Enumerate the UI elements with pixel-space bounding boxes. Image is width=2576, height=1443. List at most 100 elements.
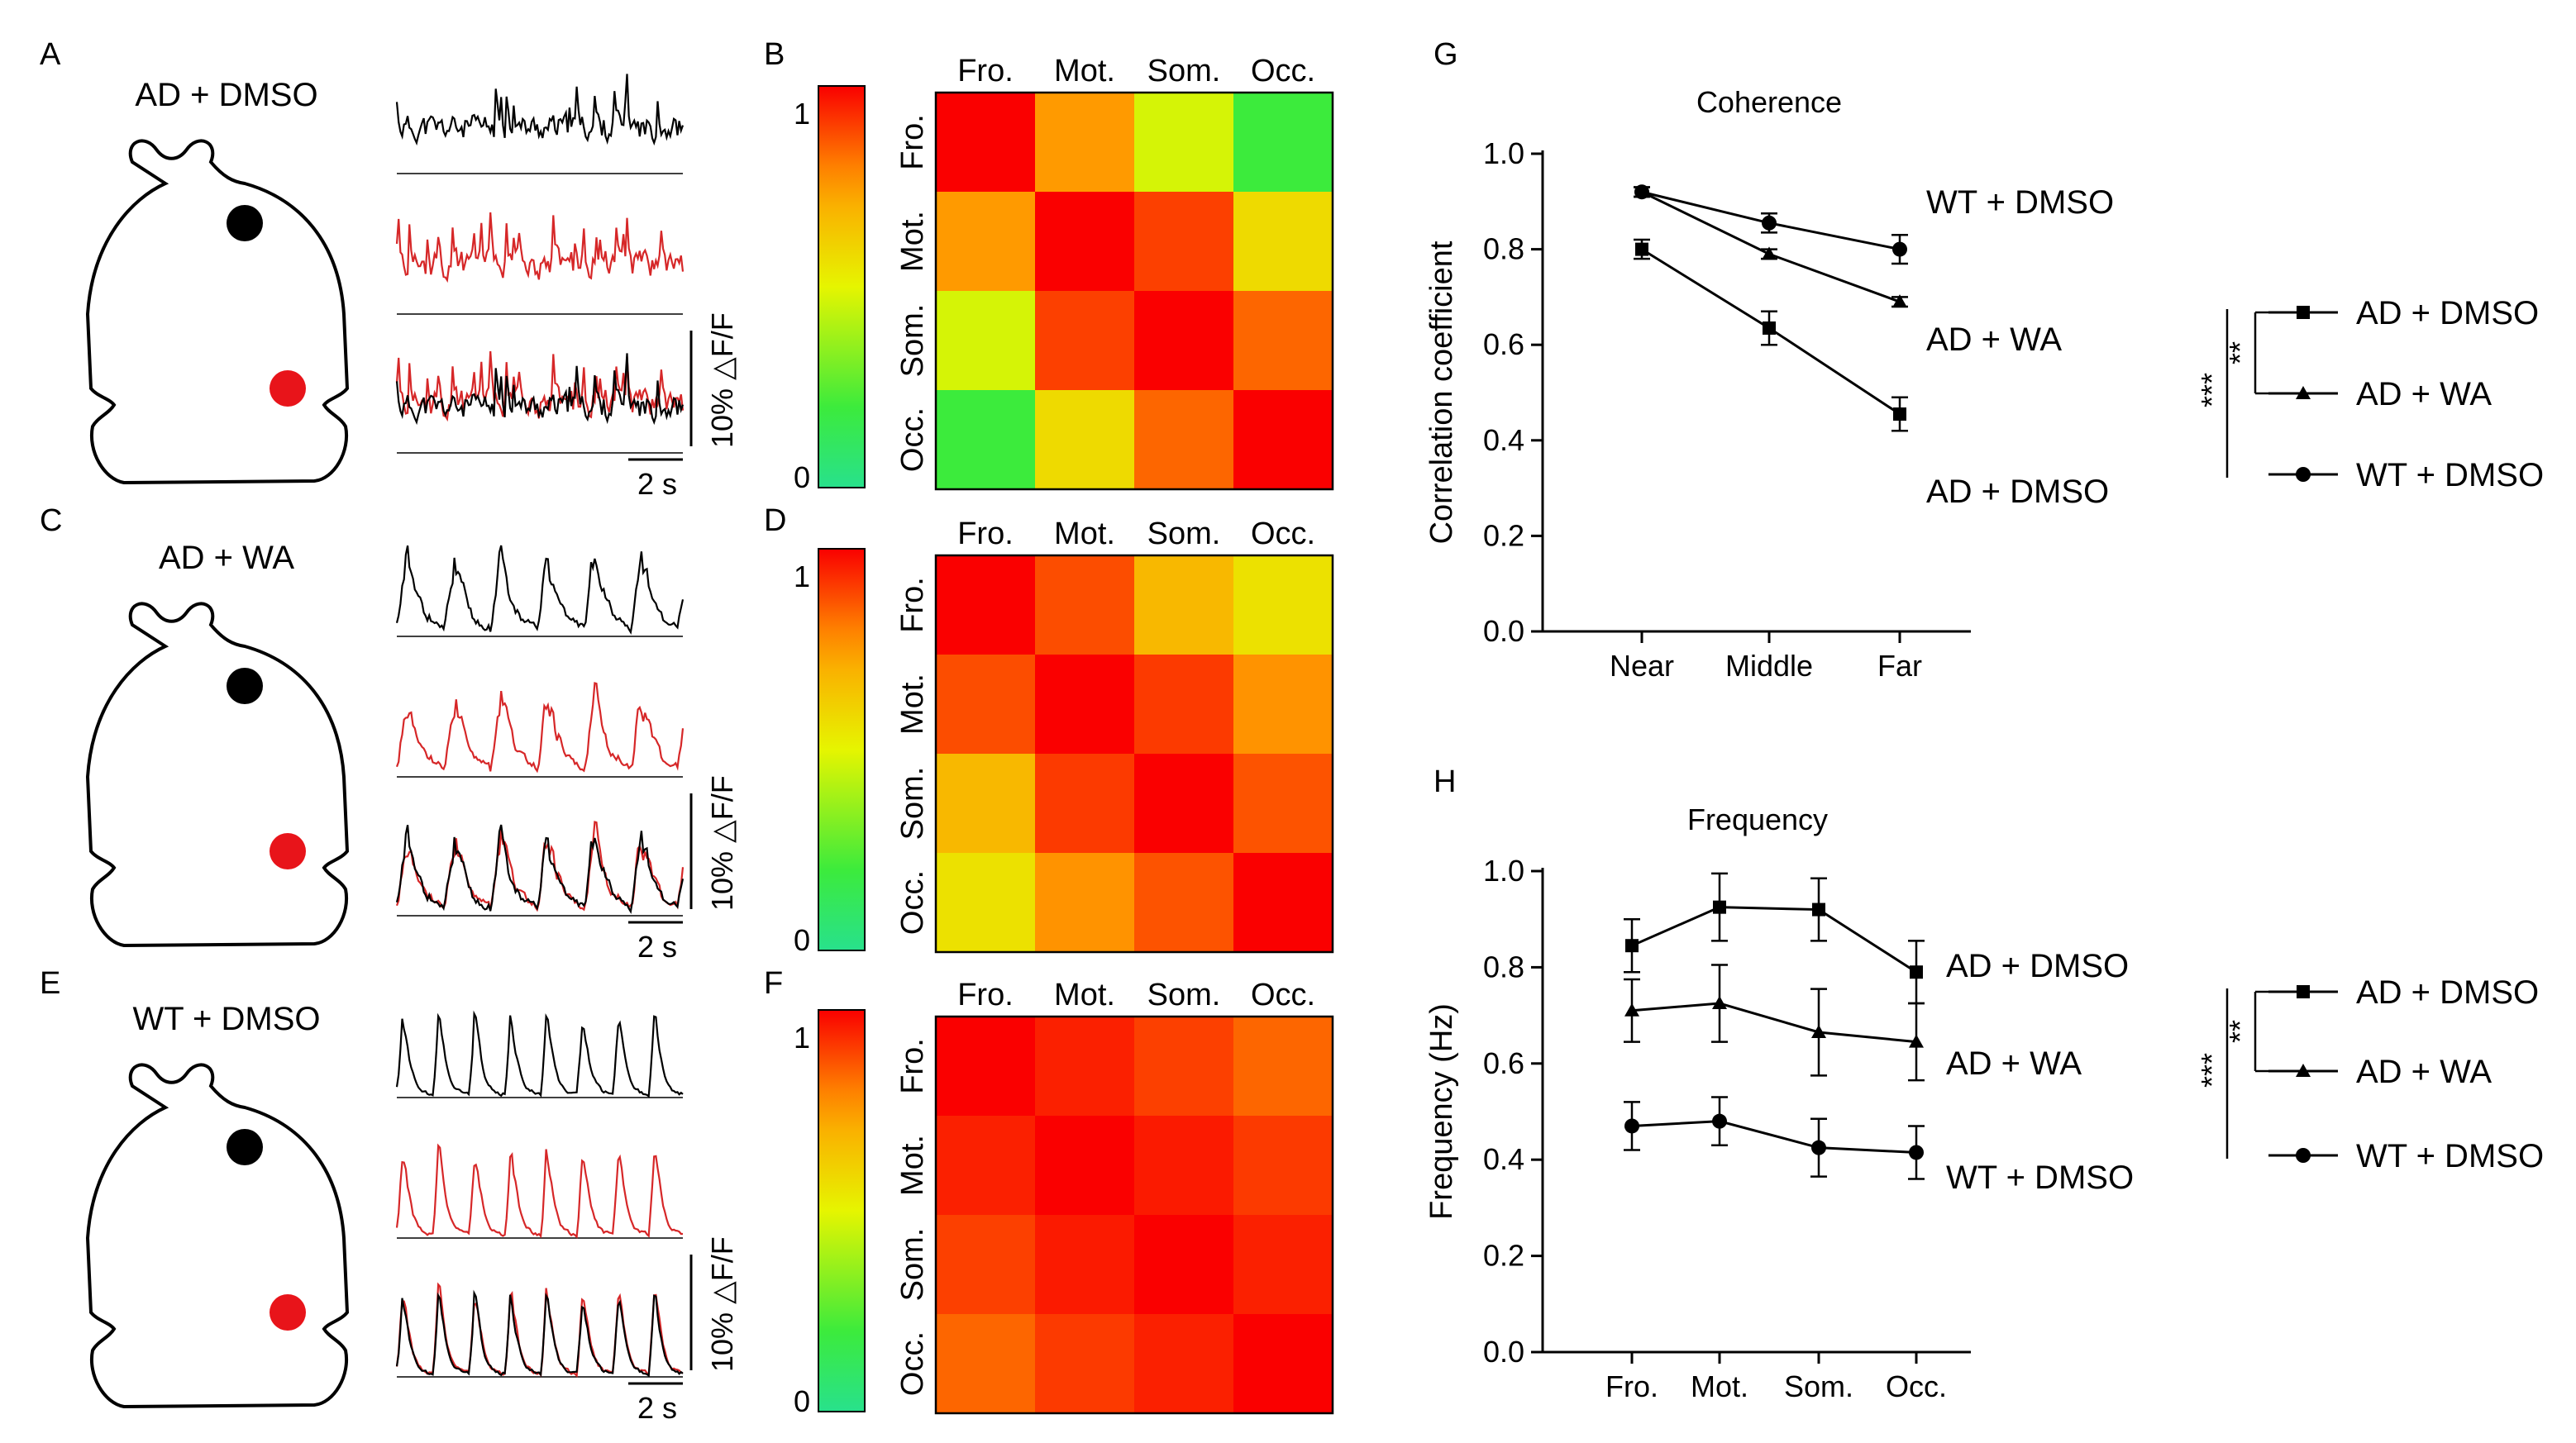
traces-ad_wa (395, 545, 685, 917)
trace-frontal-overlay (395, 1289, 684, 1378)
data-point (1811, 1024, 1826, 1038)
x-tick-label: Middle (1725, 649, 1813, 683)
data-point (1713, 900, 1726, 914)
heatmap-cell (1233, 1017, 1333, 1116)
heatmap-cell (1233, 754, 1333, 853)
heatmap-cell (1035, 853, 1134, 952)
heatmap-col-label: Som. (1147, 517, 1221, 551)
legend-label: WT + DMSO (2356, 457, 2544, 493)
brain-wt_dmso (85, 1063, 350, 1409)
heatmap-row-label: Mot. (895, 674, 930, 735)
panel-letter-d: D (764, 503, 786, 538)
heatmap-cell (1134, 1215, 1233, 1314)
heatmap-cell (1035, 754, 1134, 853)
series-label: AD + WA (1946, 1045, 2082, 1082)
legend-marker (2297, 985, 2310, 998)
heatmap-cell (1134, 754, 1233, 853)
group-title-ad-dmso: AD + DMSO (135, 77, 317, 113)
series-label: AD + WA (1926, 321, 2062, 358)
scale-bar-amplitude: 10% △F/F (705, 312, 739, 448)
heatmap-cell (936, 1017, 1035, 1116)
y-tick-label: 0.8 (1483, 232, 1524, 266)
heatmap-col-label: Mot. (1054, 54, 1115, 88)
legend-label: AD + WA (2356, 376, 2492, 412)
y-axis-label: Correlation coefficient (1424, 240, 1459, 544)
brain-diagrams (85, 139, 350, 1409)
colorbar-max-label: 1 (794, 1021, 810, 1055)
legend-label: AD + WA (2356, 1054, 2492, 1090)
heatmap-border (934, 554, 1334, 954)
heatmap-row-label: Occ. (895, 407, 930, 472)
y-tick-label: 0.0 (1483, 1335, 1524, 1369)
data-point (1893, 407, 1906, 421)
heatmap-cell (1134, 93, 1233, 192)
panel-letter-a: A (40, 37, 61, 72)
heatmap-col-label: Som. (1147, 978, 1221, 1012)
data-point (1712, 996, 1727, 1010)
colorbar-max-label: 1 (794, 560, 810, 593)
legend-marker (2296, 467, 2311, 482)
correlation-heatmaps: 1 0 Fro. Fro. Mot. Mot. Som. Som. Occ. Occ. 1 0 Fro.… (794, 54, 1334, 1418)
heatmap-cell (1233, 655, 1333, 754)
scale-bar-e: 2 s 10% △F/F (628, 1236, 739, 1425)
heatmap-row-label: Fro. (895, 577, 930, 633)
chart-title: Frequency (1687, 802, 1828, 836)
panel-letter-c: C (40, 503, 62, 538)
legend-marker (2296, 386, 2311, 399)
data-point (1635, 242, 1648, 256)
heatmap-wt_dmso: 1 0 Fro. Fro. Mot. Mot. Som. Som. Occ. Occ. (794, 978, 1334, 1418)
group-title-ad-wa: AD + WA (159, 540, 294, 576)
y-tick-label: 0.8 (1483, 950, 1524, 983)
series-line (1631, 1120, 1917, 1154)
occipital-electrode (270, 370, 306, 407)
significance-outer-label: *** (2195, 1053, 2229, 1088)
data-point (1624, 1118, 1639, 1134)
heatmap-cell (936, 655, 1035, 754)
heatmap-cell (1035, 1215, 1134, 1314)
heatmap-border (934, 91, 1334, 491)
legend-marker (2296, 1064, 2311, 1077)
data-point (1625, 939, 1639, 953)
heatmap-row-label: Som. (895, 767, 930, 841)
significance-outer-label: *** (2195, 373, 2229, 407)
data-point (1763, 321, 1776, 335)
heatmap-cell (1134, 555, 1233, 655)
occipital-electrode (270, 1294, 306, 1331)
series-line (1631, 906, 1917, 974)
y-tick-label: 0.4 (1483, 423, 1524, 457)
x-tick-label: Fro. (1605, 1369, 1658, 1403)
data-point (1811, 1140, 1826, 1155)
heatmap-cell (1134, 853, 1233, 952)
legend-label: AD + DMSO (2356, 974, 2539, 1011)
trace-occipital (395, 212, 685, 283)
heatmap-cell (1134, 1116, 1233, 1215)
x-tick-label: Near (1610, 649, 1674, 683)
colorbar-min-label: 0 (794, 923, 810, 957)
heatmap-col-label: Mot. (1054, 978, 1115, 1012)
heatmap-cell (1035, 655, 1134, 754)
chart-title: Coherence (1696, 85, 1842, 119)
heatmap-cell (1233, 853, 1333, 952)
scale-bar-amplitude: 10% △F/F (705, 775, 739, 911)
trace-frontal-overlay (395, 353, 685, 426)
frequency-chart: Frequency 0.0 0.2 0.4 0.6 0.8 1.0 Fro. Mot. Som. O… (1424, 802, 2544, 1403)
x-tick-label: Far (1877, 649, 1922, 683)
data-point (1909, 1145, 1924, 1160)
heatmap-cell (1134, 1314, 1233, 1413)
heatmap-col-label: Fro. (957, 978, 1014, 1012)
brain-ad_wa (85, 602, 350, 948)
x-tick-label: Mot. (1691, 1369, 1748, 1403)
heatmap-cell (1035, 291, 1134, 390)
series-line (1631, 1002, 1917, 1044)
data-point (1762, 246, 1777, 260)
y-tick-label: 0.6 (1483, 327, 1524, 361)
heatmap-col-label: Occ. (1251, 517, 1315, 551)
frontal-electrode (227, 205, 263, 241)
y-tick-label: 0.6 (1483, 1046, 1524, 1080)
scale-bar-a: 2 s 10% △F/F (628, 312, 739, 501)
heatmap-col-label: Fro. (957, 54, 1014, 88)
scale-bar-time: 2 s (637, 1391, 677, 1425)
heatmap-ad_dmso: 1 0 Fro. Fro. Mot. Mot. Som. Som. Occ. Occ. (794, 54, 1334, 494)
trace-frontal (395, 1010, 684, 1098)
panel-letter-h: H (1433, 764, 1456, 799)
